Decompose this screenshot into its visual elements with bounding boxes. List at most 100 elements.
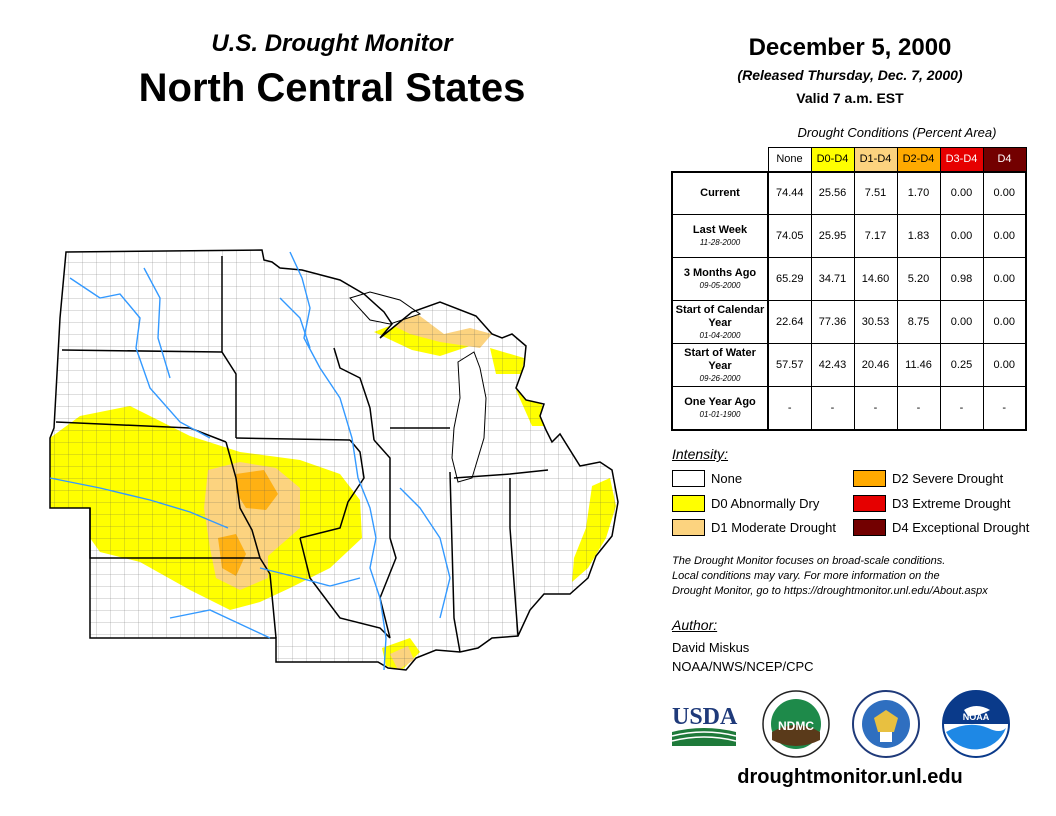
cell-value: 65.29: [767, 257, 812, 301]
cell-value: -: [810, 386, 855, 431]
cell-value: 7.17: [853, 214, 898, 258]
legend-item-d3: D3 Extreme Drought: [853, 495, 1011, 512]
valid-time: Valid 7 a.m. EST: [796, 90, 904, 106]
cell-value: 0.00: [982, 214, 1027, 258]
legend-item-none: None: [672, 470, 742, 487]
row-label-text: 3 Months Ago: [683, 267, 757, 279]
cell-value: 25.95: [810, 214, 855, 258]
legend-label: D3 Extreme Drought: [892, 496, 1011, 511]
cell-value: 11.46: [896, 343, 941, 387]
row-label-text: Last Week: [692, 224, 748, 236]
legend-item-d4: D4 Exceptional Drought: [853, 519, 1029, 536]
row-label: 3 Months Ago 09-05-2000: [671, 257, 769, 301]
release-date: (Released Thursday, Dec. 7, 2000): [737, 67, 963, 83]
cell-value: 7.51: [853, 170, 898, 215]
row-sublabel: 01-04-2000: [699, 330, 741, 340]
col-none: None: [767, 147, 812, 172]
cell-value: 0.00: [939, 170, 984, 215]
row-label-text: Start of Calendar Year: [675, 303, 765, 329]
usda-logo: USDA: [671, 704, 738, 746]
col-d4: D4: [982, 147, 1027, 172]
cell-value: 57.57: [767, 343, 812, 387]
cell-value: 0.00: [939, 214, 984, 258]
state-borders: [49, 249, 619, 671]
cell-value: 0.00: [982, 300, 1027, 344]
rivers: [49, 251, 451, 671]
conditions-caption: Drought Conditions (Percent Area): [797, 125, 997, 140]
cell-value: 74.05: [767, 214, 812, 258]
row-label: Last Week 11-28-2000: [671, 214, 769, 258]
legend-swatch: [853, 519, 886, 536]
legend-item-d0: D0 Abnormally Dry: [672, 495, 819, 512]
cell-value: 34.71: [810, 257, 855, 301]
usda-logo-text: USDA: [672, 704, 738, 730]
legend-swatch: [672, 495, 705, 512]
legend-label: D1 Moderate Drought: [711, 520, 837, 535]
cell-value: 14.60: [853, 257, 898, 301]
agency-logos: USDA NDMC NOAA: [671, 690, 1010, 758]
row-sublabel: 09-26-2000: [699, 373, 741, 383]
cell-value: 0.00: [982, 343, 1027, 387]
map-subtitle: U.S. Drought Monitor: [211, 30, 453, 57]
author-block: David Miskus NOAA/NWS/NCEP/CPC: [672, 638, 814, 676]
cell-value: 0.00: [982, 257, 1027, 301]
header-blank: [672, 148, 768, 172]
conditions-row: Start of Calendar Year 01-04-2000 22.64 77.…: [671, 300, 1027, 344]
cell-value: -: [939, 386, 984, 431]
notes-line: Local conditions may vary. For more info…: [672, 570, 940, 582]
legend-item-d2: D2 Severe Drought: [853, 470, 1003, 487]
legend-title: Intensity:: [672, 446, 729, 462]
row-label-text: Start of Water Year: [684, 346, 756, 372]
ndmc-logo-text: NDMC: [778, 719, 814, 733]
row-label: Start of Water Year 09-26-2000: [671, 343, 769, 387]
legend-swatch: [672, 519, 705, 536]
row-label: Start of Calendar Year 01-04-2000: [671, 300, 769, 344]
cell-value: 0.00: [982, 170, 1027, 215]
cell-value: 25.56: [810, 170, 855, 215]
col-d3-d4: D3-D4: [939, 147, 984, 172]
row-sublabel: 09-05-2000: [699, 281, 741, 290]
row-label: One Year Ago 01-01-1900: [671, 386, 769, 431]
cell-value: -: [896, 386, 941, 431]
row-sublabel: 11-28-2000: [699, 238, 741, 247]
cell-value: 30.53: [853, 300, 898, 344]
legend-swatch: [672, 470, 705, 487]
conditions-row: Start of Water Year 09-26-2000 57.57 42.43 2…: [671, 343, 1027, 387]
col-d2-d4: D2-D4: [896, 147, 941, 172]
legend-item-d1: D1 Moderate Drought: [672, 519, 836, 536]
website-url[interactable]: droughtmonitor.unl.edu: [737, 766, 963, 788]
cell-value: 8.75: [896, 300, 941, 344]
notes: The Drought Monitor focuses on broad-sca…: [672, 554, 1052, 599]
legend-label: D4 Exceptional Drought: [892, 520, 1030, 535]
cell-value: -: [853, 386, 898, 431]
row-label: Current: [671, 170, 769, 215]
notes-line: The Drought Monitor focuses on broad-sca…: [672, 555, 946, 567]
lake-superior: [349, 291, 422, 325]
cell-value: 20.46: [853, 343, 898, 387]
legend-label: D0 Abnormally Dry: [711, 496, 820, 511]
legend-label: D2 Severe Drought: [892, 471, 1004, 486]
author-name: David Miskus: [672, 640, 750, 655]
conditions-row: Current 74.44 25.56 7.51 1.70 0.00 0.00: [671, 170, 1027, 215]
cell-value: 1.83: [896, 214, 941, 258]
conditions-row: One Year Ago 01-01-1900- - - - - -: [671, 386, 1027, 431]
cell-value: 42.43: [810, 343, 855, 387]
cell-value: 0.25: [939, 343, 984, 387]
notes-line: Drought Monitor, go to https://droughtmo…: [672, 585, 988, 597]
commerce-seal: [852, 690, 920, 758]
legend-swatch: [853, 470, 886, 487]
conditions-header-row: None D0-D4 D1-D4 D2-D4 D3-D4 D4: [672, 147, 1027, 172]
cell-value: 0.98: [939, 257, 984, 301]
author-title: Author:: [672, 617, 718, 633]
drought-map: [49, 249, 619, 671]
legend-swatch: [853, 495, 886, 512]
row-label-text: Current: [700, 186, 740, 199]
conditions-table: None D0-D4 D1-D4 D2-D4 D3-D4 D4 Current 7…: [671, 147, 1027, 431]
cell-value: 0.00: [939, 300, 984, 344]
noaa-logo-text: NOAA: [963, 712, 990, 722]
row-sublabel: 01-01-1900: [699, 409, 741, 419]
map-date: December 5, 2000: [748, 34, 952, 61]
cell-value: 22.64: [767, 300, 812, 344]
cell-value: 1.70: [896, 170, 941, 215]
cell-value: -: [767, 386, 812, 431]
